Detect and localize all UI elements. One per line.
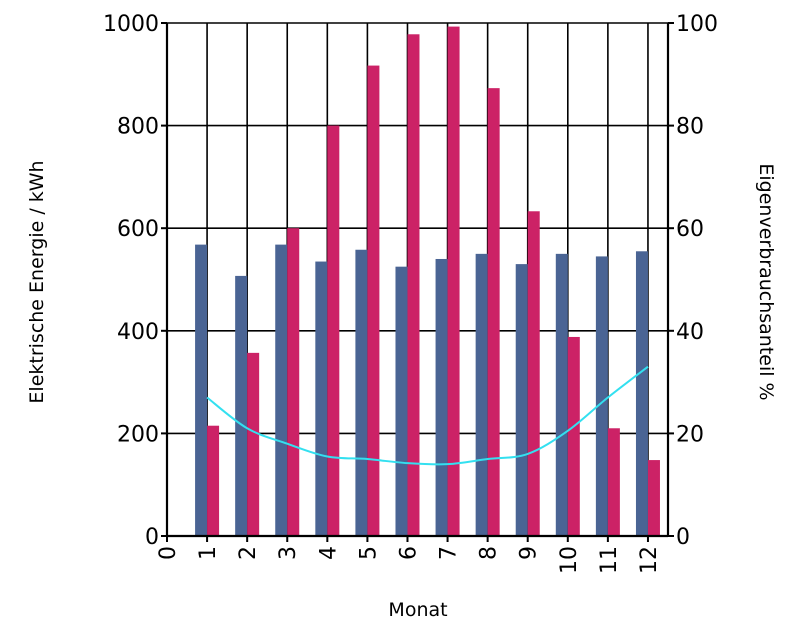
x-tick-label: 4 xyxy=(316,546,341,560)
y-tick-label: 1000 xyxy=(103,12,159,37)
bar-series-2 xyxy=(487,88,500,536)
bar-series-2 xyxy=(207,425,220,536)
y2-tick-label: 80 xyxy=(676,115,704,140)
x-tick-label: 6 xyxy=(396,546,421,560)
bar-series-2 xyxy=(327,125,340,536)
y2-tick-label: 40 xyxy=(676,320,704,345)
y-tick-label: 600 xyxy=(117,217,159,242)
x-tick-label: 0 xyxy=(156,546,181,560)
bar-series-1 xyxy=(515,264,528,536)
bar-series-1 xyxy=(555,253,568,536)
y2-tick-label: 60 xyxy=(676,217,704,242)
y-axis-title: Elektrische Energie / kWh xyxy=(26,160,48,403)
bar-series-2 xyxy=(527,211,540,536)
y-tick-label: 400 xyxy=(117,320,159,345)
y-tick-label: 200 xyxy=(117,422,159,447)
line-series-path xyxy=(206,365,649,466)
bars xyxy=(195,26,660,536)
y2-tick-label: 100 xyxy=(676,12,718,37)
bar-series-1 xyxy=(395,266,408,536)
bar-series-2 xyxy=(567,336,580,536)
x-tick-label: 2 xyxy=(236,546,261,560)
bar-series-1 xyxy=(315,261,328,536)
x-tick-label: 11 xyxy=(597,546,622,574)
bar-series-1 xyxy=(275,244,288,536)
bar-series-2 xyxy=(407,34,420,536)
x-axis-title: Monat xyxy=(388,599,447,621)
line-series xyxy=(206,365,649,466)
bar-series-1 xyxy=(475,253,488,536)
bar-series-2 xyxy=(647,460,660,536)
x-tick-label: 8 xyxy=(477,546,502,560)
bar-series-1 xyxy=(235,275,248,536)
bar-series-1 xyxy=(635,251,648,536)
x-tick-label: 1 xyxy=(196,546,221,560)
x-tick-label: 7 xyxy=(437,546,462,560)
bar-series-2 xyxy=(247,352,260,536)
axes xyxy=(161,22,674,542)
y2-axis-title: Eigenverbrauchsanteil % xyxy=(755,163,777,400)
y-tick-label: 0 xyxy=(145,525,159,550)
bar-series-2 xyxy=(607,428,620,536)
y2-tick-label: 20 xyxy=(676,422,704,447)
bar-series-2 xyxy=(367,65,380,536)
bar-series-1 xyxy=(435,258,448,536)
bar-series-2 xyxy=(447,26,460,536)
y-tick-label: 800 xyxy=(117,115,159,140)
x-tick-label: 3 xyxy=(276,546,301,560)
x-tick-label: 5 xyxy=(356,546,381,560)
bar-series-2 xyxy=(287,228,300,536)
x-tick-label: 9 xyxy=(517,546,542,560)
bar-series-1 xyxy=(355,249,368,536)
x-tick-label: 10 xyxy=(557,546,582,574)
y2-tick-label: 0 xyxy=(676,525,690,550)
x-tick-label: 12 xyxy=(637,546,662,574)
bar-series-1 xyxy=(195,244,208,536)
bar-series-1 xyxy=(595,256,608,536)
